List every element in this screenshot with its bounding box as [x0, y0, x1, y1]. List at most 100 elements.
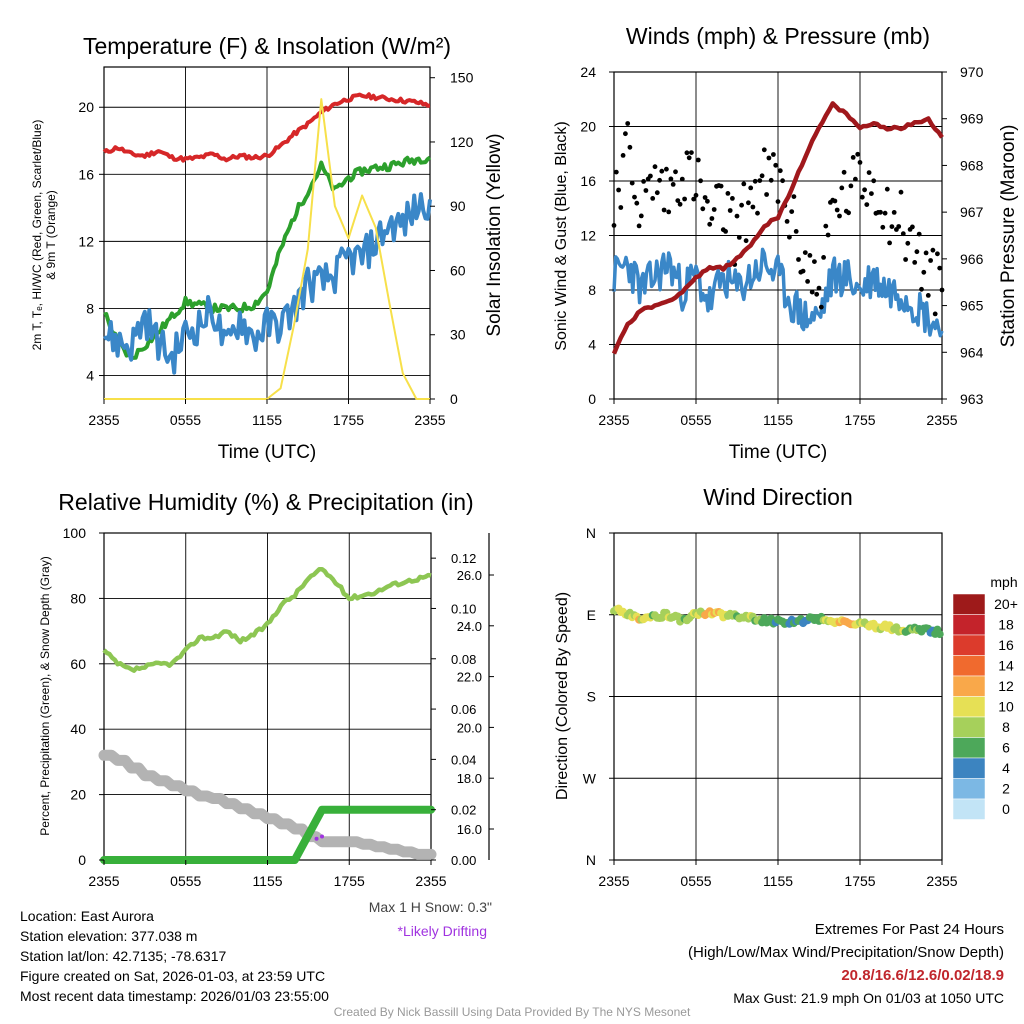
- wind-gust-point: [805, 279, 810, 284]
- wind-gust-point: [743, 238, 749, 244]
- wind-gust-point: [668, 176, 674, 182]
- wind-gust-point: [664, 166, 669, 172]
- winds-y-tick-label: 12: [580, 228, 596, 244]
- wind-gust-point: [807, 253, 813, 258]
- wind-gust-point: [659, 168, 665, 174]
- wind-gust-point: [709, 216, 715, 221]
- wind-gust-point: [884, 186, 890, 192]
- wind-gust-point: [629, 180, 635, 186]
- wind-gust-point: [821, 255, 826, 260]
- humidity-x-tick-label: 1155: [252, 873, 282, 889]
- legend-label: 20+: [994, 596, 1018, 612]
- precip-y-tick-label: 0.10: [451, 601, 476, 616]
- pressure-y-tick-label: 968: [960, 157, 984, 173]
- humidity-y-tick-label: 20: [70, 787, 86, 803]
- pressure-y-tick-label: 964: [960, 344, 984, 360]
- wind-gust-point: [878, 209, 883, 215]
- insolation-y-tick-label: 120: [450, 134, 474, 150]
- wind-gust-point: [741, 181, 747, 187]
- wind-gust-point: [700, 206, 706, 212]
- legend-swatch: [952, 655, 986, 677]
- wind-gust-point: [766, 155, 772, 161]
- wind-gust-point: [789, 209, 795, 215]
- legend-label: 12: [998, 678, 1014, 694]
- temperature-x-tick-label: 2355: [88, 412, 119, 428]
- wind-gust-point: [857, 160, 863, 165]
- temperature-left-label-line2: & 9m T (Orange): [44, 190, 58, 280]
- wind-gust-point: [882, 210, 888, 216]
- humidity-series-relative-humidity: [102, 566, 432, 673]
- winds-x-tick-label: 2355: [598, 412, 629, 428]
- wind-gust-point: [643, 188, 649, 193]
- temperature-y-tick-label: 12: [78, 233, 94, 249]
- temperature-x-tick-label: 2355: [414, 412, 445, 428]
- humidity-y-tick-label: 80: [70, 590, 86, 606]
- wind-gust-point: [768, 177, 774, 183]
- wind-gust-point: [850, 155, 856, 160]
- temperature-x-tick-label: 1155: [252, 412, 282, 428]
- wind-gust-point: [837, 213, 842, 219]
- pressure-y-tick-label: 963: [960, 391, 984, 407]
- wind-gust-point: [677, 201, 683, 207]
- winds-x-tick-label: 1155: [763, 412, 793, 428]
- wind-gust-point: [773, 162, 779, 168]
- wind-gust-point: [839, 185, 845, 191]
- wind-gust-point: [862, 187, 867, 193]
- wind-gust-point: [903, 257, 908, 262]
- humidity-x-tick-label: 2355: [415, 873, 446, 889]
- wind-gust-point: [800, 268, 806, 274]
- winds-y-tick-label: 16: [580, 173, 596, 189]
- pressure-y-tick-label: 966: [960, 251, 984, 267]
- wind-gust-point: [616, 187, 621, 193]
- humidity-x-tick-label: 0555: [170, 873, 201, 889]
- wind-gust-point: [757, 178, 763, 184]
- wind-gust-point: [613, 169, 619, 175]
- direction-y-tick-label: S: [587, 689, 596, 705]
- legend-label: 16: [998, 637, 1014, 653]
- wind-gust-point: [618, 205, 624, 210]
- precip-y-tick-label: 0.00: [451, 853, 476, 868]
- legend-swatch: [952, 634, 986, 656]
- pressure-y-tick-label: 967: [960, 204, 984, 220]
- winds-series-station-pressure: [611, 101, 944, 355]
- wind-gust-point: [905, 240, 911, 246]
- wind-gust-point: [853, 176, 858, 182]
- humidity-y-tick-label: 40: [70, 721, 86, 737]
- precip-y-tick-label: 0.12: [451, 551, 476, 566]
- wind-gust-point: [816, 285, 822, 291]
- wind-gust-point: [784, 219, 790, 224]
- precip-y-tick-label: 0.08: [451, 652, 476, 667]
- legend-swatch: [952, 593, 986, 615]
- wind-gust-point: [661, 207, 667, 213]
- wind-gust-point: [823, 223, 829, 229]
- direction-left-label: Direction (Colored By Speed): [554, 592, 571, 800]
- wind-gust-point: [787, 234, 792, 240]
- credit-line: Created By Nick Bassill Using Data Provi…: [333, 1005, 691, 1019]
- wind-gust-point: [689, 150, 694, 156]
- winds-title: Winds (mph) & Pressure (mb): [626, 23, 930, 49]
- humidity-y-tick-label: 100: [63, 525, 87, 541]
- wind-gust-point: [809, 289, 815, 295]
- drifting-note: *Likely Drifting: [398, 923, 487, 939]
- wind-gust-point: [869, 191, 874, 197]
- pressure-y-tick-label: 969: [960, 111, 984, 127]
- legend-swatch: [952, 778, 986, 800]
- max-snow-note: Max 1 H Snow: 0.3": [369, 899, 492, 915]
- wind-gust-point: [812, 259, 817, 264]
- wind-gust-point: [723, 229, 728, 234]
- snow-y-tick-label: 26.0: [457, 568, 482, 583]
- direction-x-tick-label: 1155: [763, 873, 793, 889]
- wind-gust-point: [718, 183, 724, 189]
- temperature-y-tick-label: 20: [78, 99, 94, 115]
- wind-gust-point: [632, 194, 637, 200]
- temperature-title: Temperature (F) & Insolation (W/m²): [83, 33, 451, 59]
- winds-x-tick-label: 2355: [926, 412, 957, 428]
- station-elevation: Station elevation: 377.038 m: [20, 928, 198, 944]
- winds-y-tick-label: 8: [588, 282, 596, 298]
- insolation-y-tick-label: 30: [450, 327, 466, 343]
- wind-gust-point: [611, 223, 617, 228]
- wind-gust-point: [832, 198, 838, 204]
- winds-y-tick-label: 24: [580, 64, 596, 80]
- wind-gust-point: [791, 194, 797, 200]
- wind-gust-point: [775, 199, 781, 205]
